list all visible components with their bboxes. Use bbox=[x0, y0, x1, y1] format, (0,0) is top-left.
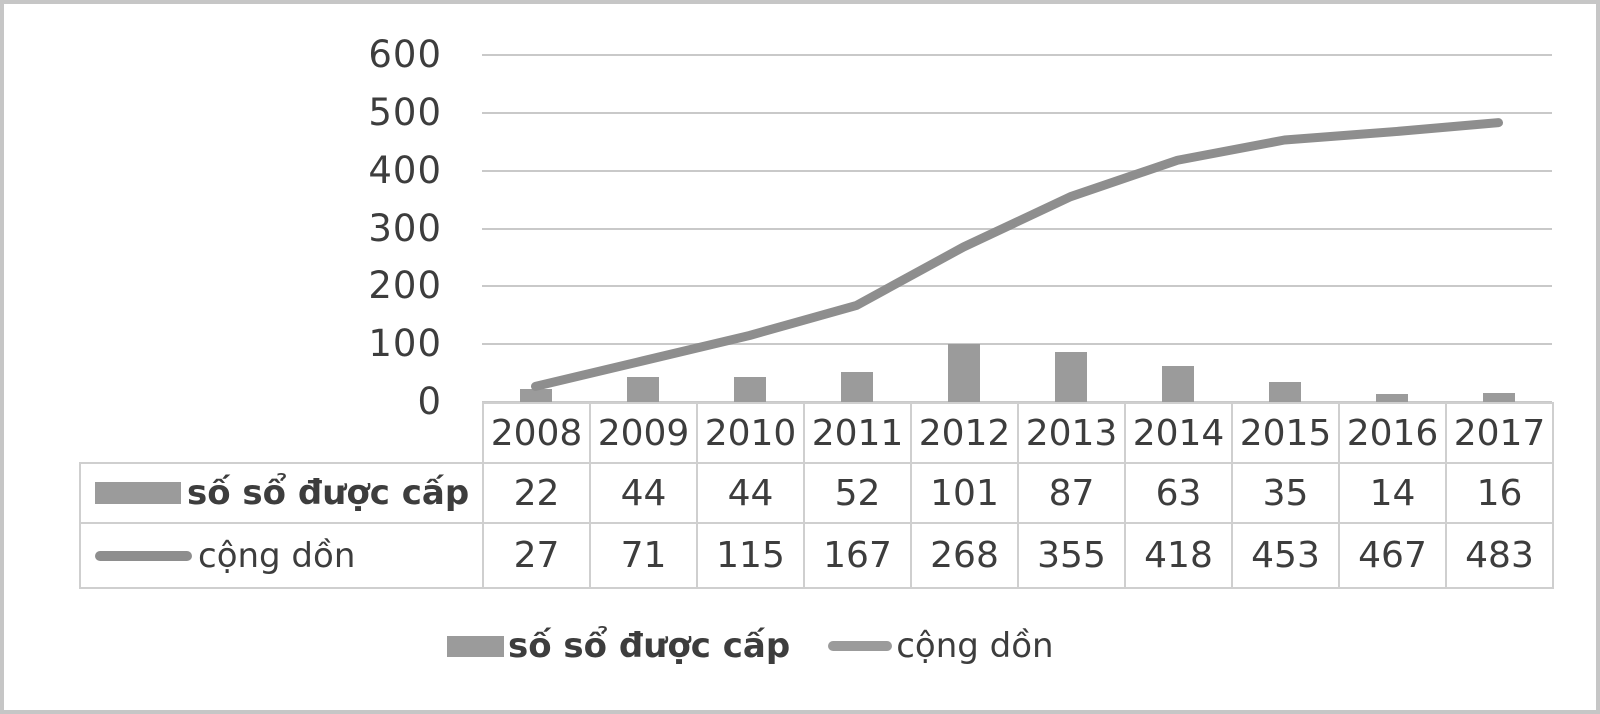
bar-2013 bbox=[1054, 351, 1087, 402]
table-value-cell: 71 bbox=[589, 522, 698, 589]
table-row-line-series: cộng dồn 27 71 115 167 268 355 418 453 467 483 bbox=[79, 522, 1554, 589]
x-axis-year-cell: 2009 bbox=[589, 402, 698, 464]
y-axis-tick-label: 200 bbox=[368, 264, 442, 308]
bar-2015 bbox=[1268, 381, 1301, 402]
x-axis-year-cell: 2016 bbox=[1338, 402, 1447, 464]
table-value-cell: 44 bbox=[589, 462, 698, 524]
y-axis-tick-label: 0 bbox=[417, 380, 442, 423]
y-axis-tick-label: 300 bbox=[368, 206, 442, 250]
x-axis-year-cell: 2014 bbox=[1124, 402, 1233, 464]
table-row-bar-series: số sổ được cấp 22 44 44 52 101 87 63 35 14 16 bbox=[79, 462, 1554, 524]
table-value-cell: 44 bbox=[696, 462, 805, 524]
y-axis-tick-label: 400 bbox=[368, 148, 442, 192]
data-table: 2008 2009 2010 2011 2012 2013 2014 2015 2016 2017… bbox=[79, 402, 1554, 589]
table-value-cell: 418 bbox=[1124, 522, 1233, 589]
bar-2014 bbox=[1161, 365, 1194, 402]
gridline bbox=[482, 401, 1552, 403]
table-value-cell: 483 bbox=[1445, 522, 1554, 589]
gridline bbox=[482, 227, 1552, 230]
series-label-cell: cộng dồn bbox=[79, 522, 484, 589]
x-axis-year-cell: 2017 bbox=[1445, 402, 1554, 464]
gridline bbox=[482, 54, 1552, 56]
table-value-cell: 355 bbox=[1017, 522, 1126, 589]
legend-label-bar-series: số sổ được cấp bbox=[508, 626, 791, 666]
bar-2008 bbox=[519, 389, 552, 402]
table-value-cell: 63 bbox=[1124, 462, 1233, 524]
x-axis-year-cell: 2013 bbox=[1017, 402, 1126, 464]
gridline bbox=[482, 343, 1552, 346]
x-axis-year-cell: 2015 bbox=[1231, 402, 1340, 464]
cumulative-line bbox=[531, 118, 1503, 391]
table-value-cell: 101 bbox=[910, 462, 1019, 524]
table-corner-cell bbox=[80, 403, 483, 463]
y-axis-tick-labels: 600 500 400 300 200 100 0 bbox=[4, 4, 442, 710]
table-value-cell: 14 bbox=[1338, 462, 1447, 524]
table-value-cell: 27 bbox=[482, 522, 591, 589]
x-axis-year-cell: 2010 bbox=[696, 402, 805, 464]
x-axis-year-row: 2008 2009 2010 2011 2012 2013 2014 2015 2016 2017 bbox=[80, 402, 1554, 464]
series-label-cell: số sổ được cấp bbox=[79, 462, 484, 524]
line-series-key-icon bbox=[95, 550, 192, 561]
bar-2009 bbox=[626, 376, 659, 402]
legend: số sổ được cấp cộng dồn bbox=[447, 626, 1054, 666]
y-axis-tick-label: 500 bbox=[368, 90, 442, 134]
x-axis-year-cell: 2011 bbox=[803, 402, 912, 464]
bar-series-swatch-icon bbox=[447, 635, 504, 657]
table-value-cell: 16 bbox=[1445, 462, 1554, 524]
gridline bbox=[482, 169, 1552, 172]
legend-item-line-series: cộng dồn bbox=[828, 626, 1054, 666]
legend-label-line-series: cộng dồn bbox=[896, 626, 1054, 666]
table-value-cell: 268 bbox=[910, 522, 1019, 589]
series-name: cộng dồn bbox=[198, 535, 356, 576]
legend-key: số sổ được cấp bbox=[82, 473, 481, 513]
series-name: số sổ được cấp bbox=[187, 473, 470, 513]
bar-2011 bbox=[840, 371, 873, 402]
table-value-cell: 35 bbox=[1231, 462, 1340, 524]
legend-item-bar-series: số sổ được cấp bbox=[447, 626, 790, 666]
table-value-cell: 167 bbox=[803, 522, 912, 589]
bar-2012 bbox=[947, 343, 980, 402]
bar-2010 bbox=[733, 376, 766, 402]
table-value-cell: 467 bbox=[1338, 522, 1447, 589]
table-value-cell: 453 bbox=[1231, 522, 1340, 589]
table-value-cell: 52 bbox=[803, 462, 912, 524]
gridline bbox=[482, 285, 1552, 288]
y-axis-tick-label: 100 bbox=[368, 322, 442, 366]
x-axis-year-cell: 2008 bbox=[482, 402, 591, 464]
bar-2016 bbox=[1375, 393, 1408, 402]
bar-2017 bbox=[1482, 392, 1515, 402]
gridline bbox=[482, 111, 1552, 114]
y-axis-tick-label: 600 bbox=[368, 33, 442, 76]
table-value-cell: 22 bbox=[482, 462, 591, 524]
line-series-swatch-icon bbox=[828, 641, 893, 651]
x-axis-year-cell: 2012 bbox=[910, 402, 1019, 464]
legend-key: cộng dồn bbox=[82, 535, 481, 576]
table-value-cell: 115 bbox=[696, 522, 805, 589]
table-value-cell: 87 bbox=[1017, 462, 1126, 524]
plot-area bbox=[482, 54, 1552, 403]
bar-series-key-icon bbox=[95, 482, 181, 504]
